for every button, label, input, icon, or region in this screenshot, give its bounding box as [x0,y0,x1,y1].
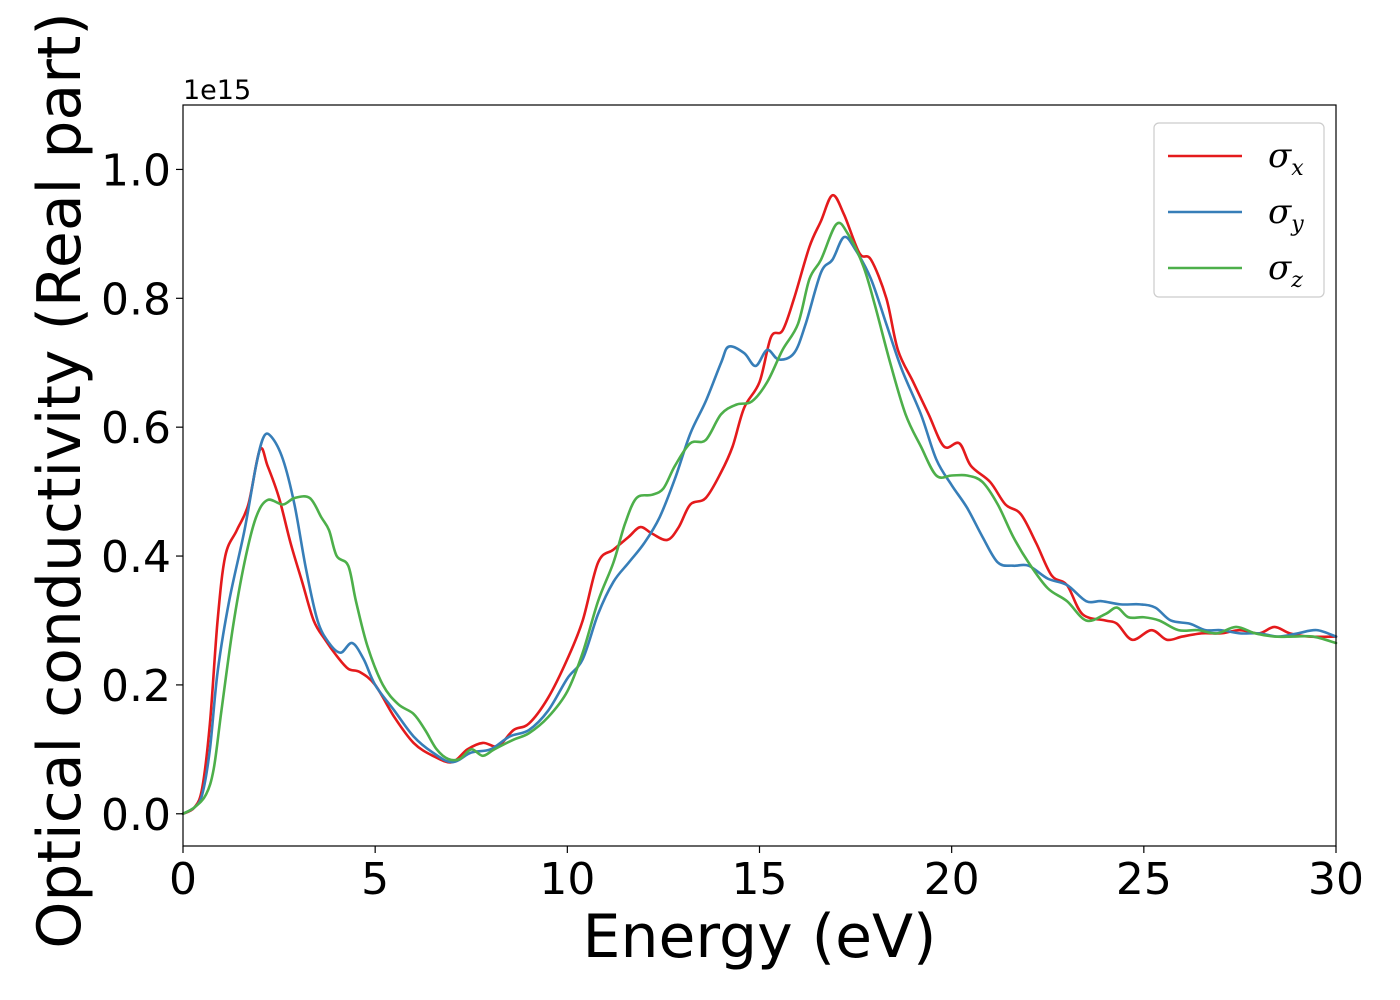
legend-label-x: σx [1268,136,1304,181]
series-line-y [181,235,1338,816]
legend-label-z: σz [1268,248,1303,293]
y-offset-label: 1e15 [183,75,251,106]
y-tick-label: 0.8 [101,274,171,325]
legend: σx σy σz [1153,122,1325,298]
x-tick-label: 25 [1116,854,1172,905]
series-lines [181,193,1338,816]
y-tick-label: 0.2 [101,661,171,712]
x-tick-label: 15 [732,854,788,905]
x-tick-label: 0 [169,854,197,905]
y-tick-label: 1.0 [101,145,171,196]
y-axis-ticks: 0.0 0.2 0.4 0.6 0.8 1.0 [101,145,183,841]
x-tick-label: 10 [539,854,595,905]
x-tick-label: 20 [924,854,980,905]
y-axis-title: Optical conductivity (Real part) [25,12,95,949]
x-tick-label: 5 [361,854,389,905]
x-tick-label: 30 [1308,854,1364,905]
x-axis-title: Energy (eV) [583,902,937,972]
x-axis-ticks: 0 5 10 15 20 25 30 [169,846,1364,905]
y-tick-label: 0.6 [101,403,171,454]
y-tick-label: 0.4 [101,532,171,583]
y-tick-label: 0.0 [101,790,171,841]
series-line-z [181,221,1338,816]
legend-label-y: σy [1268,192,1304,237]
legend-box [1153,122,1325,298]
